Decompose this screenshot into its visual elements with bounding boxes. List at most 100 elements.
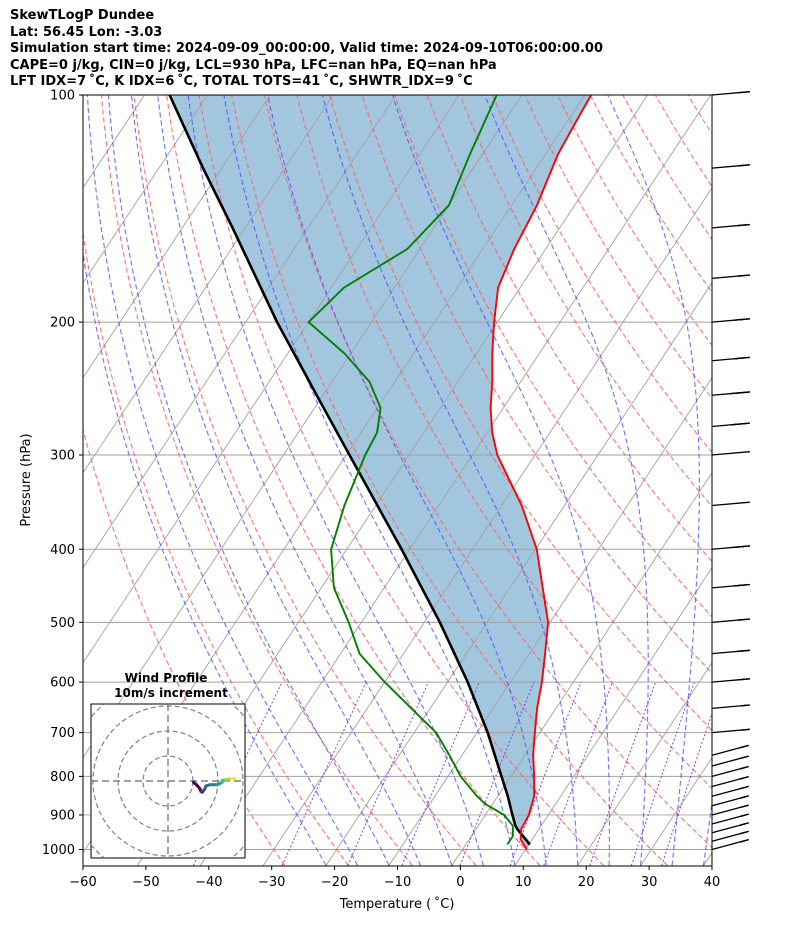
x-tick-label: −60 (69, 875, 96, 890)
moist-adiabat (321, 95, 579, 866)
inset-subtitle: 10m/s increment (114, 686, 228, 700)
x-tick-label: −30 (258, 875, 285, 890)
dry-adiabat (753, 95, 794, 866)
isotherm-gridline (0, 95, 82, 865)
dry-adiabat (459, 95, 712, 508)
x-tick-label: 30 (641, 875, 658, 890)
dry-adiabat (622, 95, 712, 241)
isotherm-gridline (83, 95, 334, 474)
dry-adiabat (83, 427, 286, 866)
moist-adiabat (157, 95, 453, 866)
wind-barb (711, 776, 749, 788)
mixing-ratio-line (661, 711, 712, 866)
isotherm-gridline (514, 566, 712, 866)
moist-adiabat (107, 95, 390, 866)
wind-barb (711, 583, 750, 589)
mixing-ratio-line (459, 681, 535, 866)
y-tick-label: 100 (50, 89, 75, 104)
moist-adiabat (607, 95, 700, 866)
hodograph-inset: Wind Profile 10m/s increment (90, 671, 246, 859)
dry-adiabat (100, 95, 413, 866)
x-tick-label: 10 (515, 875, 532, 890)
moist-adiabat (86, 95, 359, 866)
mixing-ratio-line (192, 681, 283, 866)
isotherm-gridline (577, 661, 712, 866)
wind-barb (711, 649, 750, 655)
dry-adiabat (198, 95, 604, 866)
y-tick-label: 500 (50, 616, 75, 631)
y-axis-label: Pressure (hPa) (19, 433, 34, 526)
moist-adiabat (130, 95, 422, 866)
isotherm-gridline (83, 95, 208, 284)
moist-adiabat (83, 249, 327, 866)
x-axis-label: Temperature ( ˚C)Temperature ($^∘$C) (339, 896, 455, 912)
wind-barb (711, 822, 749, 834)
wind-barb (711, 795, 749, 807)
mixing-ratio-line (401, 681, 480, 866)
isotherm-gridline (325, 281, 712, 866)
dry-adiabat (83, 230, 349, 866)
wind-barb (711, 545, 750, 550)
dry-adiabat (654, 95, 712, 188)
wind-barb (711, 765, 749, 778)
header-location: Lat: 56.45 Lon: -3.03 (10, 24, 163, 40)
isotherm-gridline (451, 471, 712, 866)
dry-adiabat (687, 95, 712, 135)
wind-barb (711, 755, 749, 767)
dry-adiabat (296, 95, 712, 790)
x-tick-label: −10 (384, 875, 411, 890)
header-times: Simulation start time: 2024-09-09_00:00:… (10, 41, 603, 57)
dry-adiabat (557, 95, 712, 347)
dry-adiabat (491, 95, 712, 454)
dry-adiabat (524, 95, 712, 400)
y-tick-label: 600 (50, 676, 75, 691)
header-indices-line: LFT IDX=7 ˚C, K IDX=6 ˚C, TOTAL TOTS=41 … (10, 74, 473, 90)
wind-barb (711, 813, 749, 825)
chart-header: SkewTLogP Dundee Lat: 56.45 Lon: -3.03 S… (10, 8, 603, 91)
isotherm-gridline (262, 187, 712, 866)
moist-adiabat (267, 95, 547, 866)
mixing-ratio-line (543, 681, 613, 866)
x-tick-label: −40 (195, 875, 222, 890)
y-tick-label: 1000 (42, 843, 75, 858)
x-tick-label: −50 (132, 875, 159, 890)
wind-barb (711, 785, 749, 797)
x-tick-label: 0 (456, 875, 464, 890)
moist-adiabat (187, 95, 484, 866)
wind-barb (711, 91, 750, 96)
mixing-ratio-line (509, 681, 582, 866)
wind-barb (711, 830, 749, 842)
y-tick-label: 200 (50, 316, 75, 331)
y-tick-label: 900 (50, 808, 75, 823)
mixing-ratio-line (630, 681, 695, 866)
x-tick-label: 40 (704, 875, 721, 890)
dry-adiabat (361, 95, 712, 674)
header-cape-line: CAPE=0 j/kg, CIN=0 j/kg, LCL=930 hPa, LF… (10, 57, 497, 73)
wind-barb (711, 704, 750, 709)
isotherm-gridline (83, 95, 460, 664)
wind-barb (711, 618, 750, 624)
x-tick-label: 20 (578, 875, 595, 890)
mixing-ratio-line (281, 681, 367, 866)
isotherm-gridline (83, 95, 397, 569)
wind-barb (711, 391, 750, 396)
dry-adiabat (786, 95, 794, 866)
y-tick-label: 800 (50, 770, 75, 785)
wind-barb (711, 501, 750, 507)
y-tick-label: 400 (50, 543, 75, 558)
wind-barb (711, 274, 750, 280)
wind-barb (711, 839, 749, 851)
isotherm-gridline (703, 851, 712, 866)
dry-adiabat (328, 95, 712, 732)
wind-barb (711, 451, 750, 456)
isotherm-gridline (640, 756, 712, 866)
mixing-ratio-line (347, 681, 429, 866)
wind-barb (711, 422, 750, 428)
y-tick-label: 300 (50, 448, 75, 463)
dry-adiabat (133, 95, 477, 866)
wind-barb (711, 728, 750, 734)
header-title: SkewTLogP Dundee (10, 8, 155, 23)
isotherm-gridline (83, 95, 271, 379)
wind-barb (711, 804, 749, 816)
